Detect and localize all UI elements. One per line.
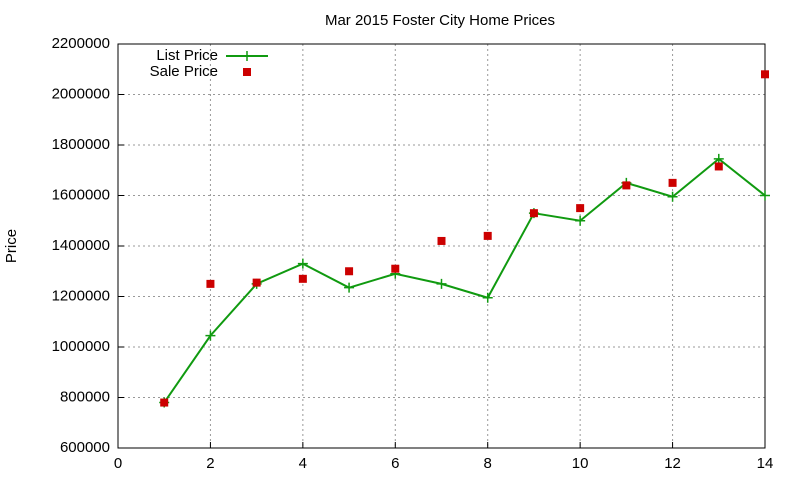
point <box>391 264 400 273</box>
point <box>436 278 447 289</box>
y-tick-label: 2200000 <box>52 35 110 52</box>
chart-title: Mar 2015 Foster City Home Prices <box>325 12 555 29</box>
legend-label: List Price <box>156 47 218 64</box>
point <box>575 215 586 226</box>
y-tick-label: 1200000 <box>52 287 110 304</box>
point <box>437 236 446 245</box>
point <box>668 178 677 187</box>
x-tick-label: 6 <box>391 455 399 472</box>
y-tick-label: 800000 <box>60 388 110 405</box>
x-tick-label: 10 <box>572 455 589 472</box>
point <box>483 231 492 240</box>
point <box>160 398 169 407</box>
x-tick-label: 8 <box>484 455 492 472</box>
point <box>761 70 769 79</box>
x-tick-label: 4 <box>299 455 307 472</box>
point <box>345 267 354 276</box>
x-tick-label: 0 <box>114 455 122 472</box>
x-tick-label: 12 <box>664 455 681 472</box>
point <box>482 292 493 303</box>
point <box>206 279 215 288</box>
legend-label: Sale Price <box>150 63 218 80</box>
point <box>576 204 585 213</box>
y-tick-label: 2000000 <box>52 85 110 102</box>
y-tick-label: 1800000 <box>52 136 110 153</box>
point <box>297 258 308 269</box>
legend-marker <box>243 68 251 76</box>
y-tick-label: 1600000 <box>52 186 110 203</box>
point <box>714 162 723 171</box>
point <box>344 282 355 293</box>
point <box>205 330 216 341</box>
plot-frame <box>117 43 766 449</box>
y-tick-label: 600000 <box>60 439 110 456</box>
x-tick-label: 14 <box>757 455 774 472</box>
point <box>252 278 261 287</box>
y-tick-label: 1400000 <box>52 237 110 254</box>
point <box>760 190 770 201</box>
point <box>713 153 724 164</box>
y-tick-label: 1000000 <box>52 338 110 355</box>
point <box>667 191 678 202</box>
y-axis-label: Price <box>3 229 20 263</box>
point <box>529 209 538 218</box>
series-line <box>163 157 766 404</box>
x-tick-label: 2 <box>206 455 214 472</box>
legend-marker <box>242 51 252 61</box>
point <box>298 274 307 283</box>
point <box>622 181 631 190</box>
